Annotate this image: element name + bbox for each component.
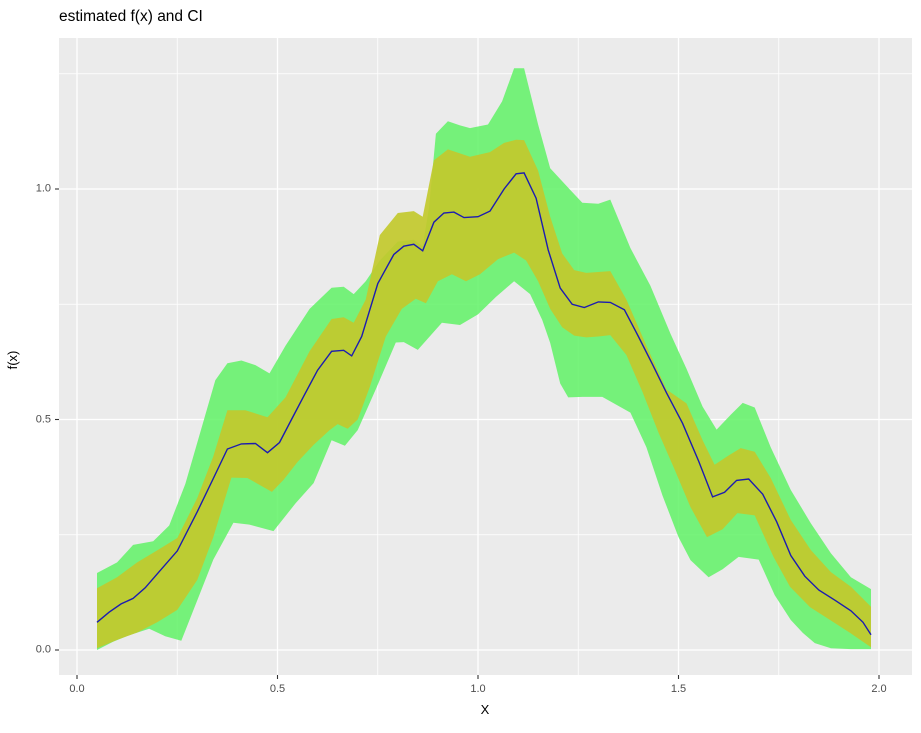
x-tick-label: 1.0 <box>470 683 486 695</box>
x-tick-label: 0.0 <box>69 683 85 695</box>
x-axis-title: X <box>481 702 490 717</box>
y-tick-label: 0.0 <box>35 643 51 656</box>
x-tick-label: 0.5 <box>269 683 286 695</box>
estimate-line <box>96 172 872 636</box>
x-tick-label: 1.5 <box>670 683 687 695</box>
y-tick-label: 1.0 <box>35 182 51 195</box>
plot-title: estimated f(x) and CI <box>59 8 203 25</box>
x-tick-label: 2.0 <box>871 683 887 695</box>
y-axis-title: f(x) <box>5 351 20 370</box>
confidence-bands <box>97 68 871 650</box>
axis-tick-marks <box>55 188 880 679</box>
inner-ci-band <box>97 139 871 649</box>
outer-ci-band <box>97 68 871 650</box>
y-tick-label: 0.5 <box>35 413 51 425</box>
